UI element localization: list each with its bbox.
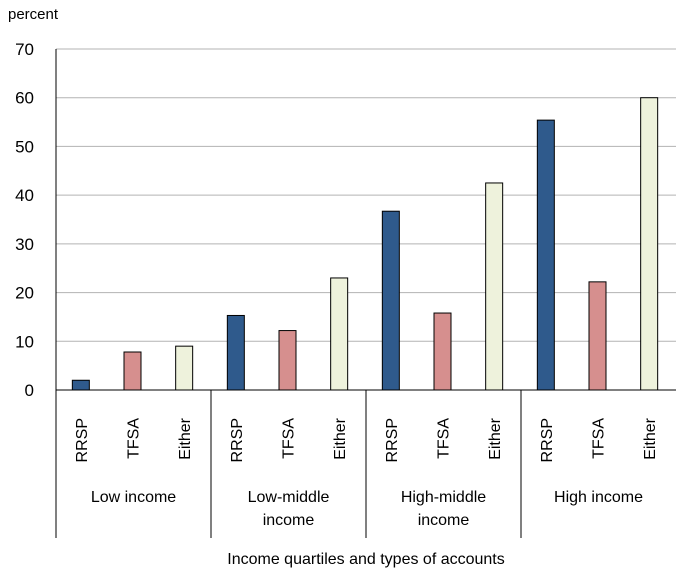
x-category-label: RRSP <box>74 418 91 462</box>
x-category-label: RRSP <box>229 418 246 462</box>
bar-rrsp <box>381 210 400 391</box>
y-axis-label: percent <box>8 6 59 23</box>
gridlines <box>56 48 676 342</box>
bar-tfsa <box>588 281 607 391</box>
x-axis-label: Income quartiles and types of accounts <box>227 551 505 568</box>
x-group-label: income <box>418 512 470 529</box>
x-category-label: Either <box>642 417 659 459</box>
bar-either <box>175 345 194 391</box>
x-category-label: RRSP <box>384 418 401 462</box>
x-group-label: Low-middle <box>248 489 330 506</box>
x-category-label: TFSA <box>591 418 608 459</box>
y-tick-label: 70 <box>15 40 34 59</box>
y-tick-label: 10 <box>15 332 34 351</box>
y-tick-label: 30 <box>15 235 34 254</box>
y-tick-label: 40 <box>15 186 34 205</box>
x-category-label: Either <box>177 417 194 459</box>
bar-either <box>330 277 349 391</box>
x-group-label: High-middle <box>401 489 486 506</box>
x-category-label: TFSA <box>436 418 453 459</box>
bar-either <box>485 182 504 391</box>
x-group-label: Low income <box>91 489 176 506</box>
x-category-label: TFSA <box>126 418 143 459</box>
x-category-label: Either <box>332 417 349 459</box>
x-group-label: High income <box>554 489 643 506</box>
bar-tfsa <box>278 330 297 391</box>
bar-either <box>640 97 659 391</box>
x-category-label: RRSP <box>539 418 556 462</box>
x-group-label: income <box>263 512 315 529</box>
bar-tfsa <box>433 312 452 391</box>
y-tick-label: 60 <box>15 89 34 108</box>
y-tick-label: 0 <box>25 381 34 400</box>
bar-rrsp <box>226 314 245 391</box>
labels: 0 10 20 30 40 50 60 70 RRSP TFSA Either Low income R… <box>15 40 659 529</box>
bar-rrsp <box>536 119 555 391</box>
y-tick-label: 50 <box>15 137 34 156</box>
x-category-label: TFSA <box>281 418 298 459</box>
bar-rrsp <box>71 379 90 391</box>
axes <box>55 49 676 538</box>
x-category-label: Either <box>487 417 504 459</box>
y-tick-label: 20 <box>15 284 34 303</box>
bars <box>71 97 659 391</box>
bar-tfsa <box>123 351 142 391</box>
